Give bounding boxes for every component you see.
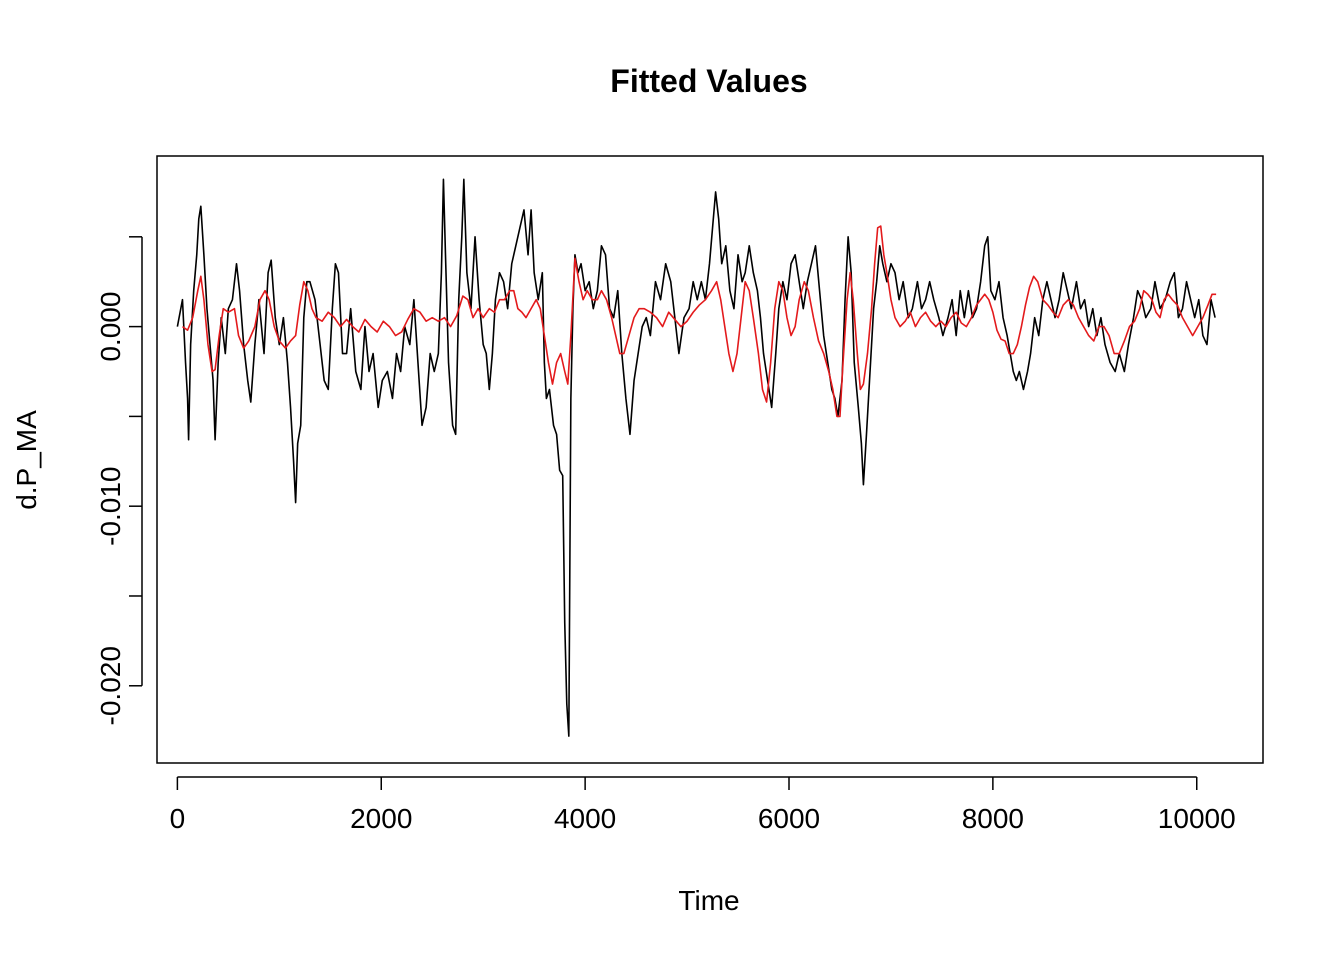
y-axis: -0.020 -0.010 0.000 [95, 236, 143, 725]
y-tick-label: 0.000 [95, 292, 126, 362]
y-axis-label: d.P_MA [11, 410, 42, 510]
x-tick-label: 0 [170, 803, 186, 834]
plot-frame [156, 155, 1264, 764]
x-tick-label: 2000 [350, 803, 412, 834]
series-line-fitted [182, 225, 1217, 418]
x-axis: 0 2000 4000 6000 8000 10000 [170, 776, 1236, 834]
chart-title: Fitted Values [610, 63, 807, 99]
x-tick-label: 8000 [962, 803, 1024, 834]
x-tick-label: 4000 [554, 803, 616, 834]
series-line-observed [176, 178, 1216, 737]
x-tick-label: 6000 [758, 803, 820, 834]
y-tick-label: -0.010 [95, 466, 126, 545]
x-tick-label: 10000 [1158, 803, 1236, 834]
x-axis-label: Time [678, 885, 739, 916]
plot-area [176, 178, 1217, 737]
y-tick-label: -0.020 [95, 646, 126, 725]
